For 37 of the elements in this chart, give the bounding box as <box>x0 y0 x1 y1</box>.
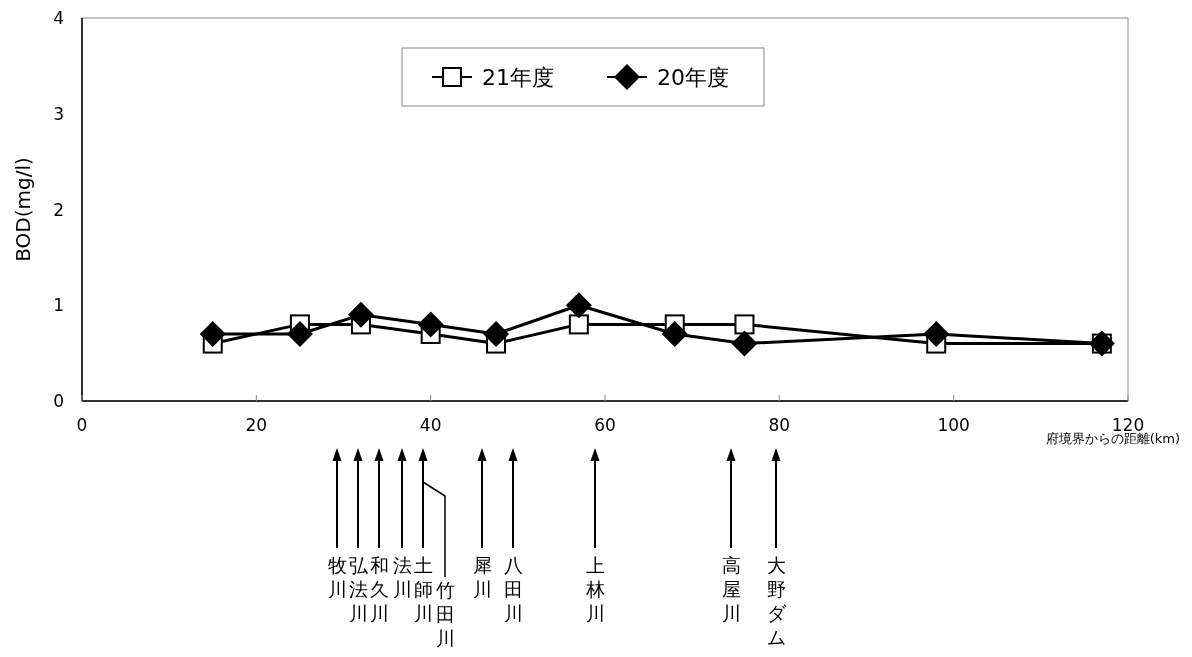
y-axis-title: BOD(mg/l) <box>11 157 35 262</box>
text: 土師川 <box>413 554 433 624</box>
x-tick-label: 0 <box>76 415 88 435</box>
y-tick-label: 2 <box>53 199 64 220</box>
x-tick-label: 60 <box>594 415 616 435</box>
point <box>731 330 758 357</box>
y-tick-label: 1 <box>53 295 64 316</box>
point <box>417 311 444 338</box>
text: 牧川 <box>327 554 347 600</box>
text: 法川 <box>392 554 412 600</box>
y-tick-label: 0 <box>53 391 64 411</box>
y-tick-label: 4 <box>53 8 64 28</box>
text: 高屋川 <box>721 554 741 624</box>
point <box>286 320 313 347</box>
text: 和久川 <box>369 554 389 624</box>
point <box>483 320 510 347</box>
legend-label: 21年度 <box>482 65 554 90</box>
x-tick-label: 80 <box>768 415 791 435</box>
point <box>923 320 950 347</box>
x-axis-title: 府境界からの距離(km) <box>1045 431 1180 446</box>
x-tick-label: 100 <box>937 415 970 435</box>
text: 八田川 <box>503 554 523 624</box>
legend-label: 20年度 <box>657 65 729 90</box>
text: 大野ダム <box>766 554 787 648</box>
x-tick-label: 20 <box>245 415 268 435</box>
text: 弘法川 <box>348 554 369 624</box>
text: 竹田川 <box>435 579 455 649</box>
point <box>199 320 226 347</box>
x-tick-label: 40 <box>419 415 442 435</box>
text: 上林川 <box>584 554 605 624</box>
point <box>347 301 374 328</box>
y-tick-label: 3 <box>53 103 64 124</box>
point <box>661 320 688 347</box>
point <box>568 314 589 335</box>
text: 犀川 <box>472 554 492 600</box>
point <box>565 292 592 319</box>
point <box>734 314 755 335</box>
